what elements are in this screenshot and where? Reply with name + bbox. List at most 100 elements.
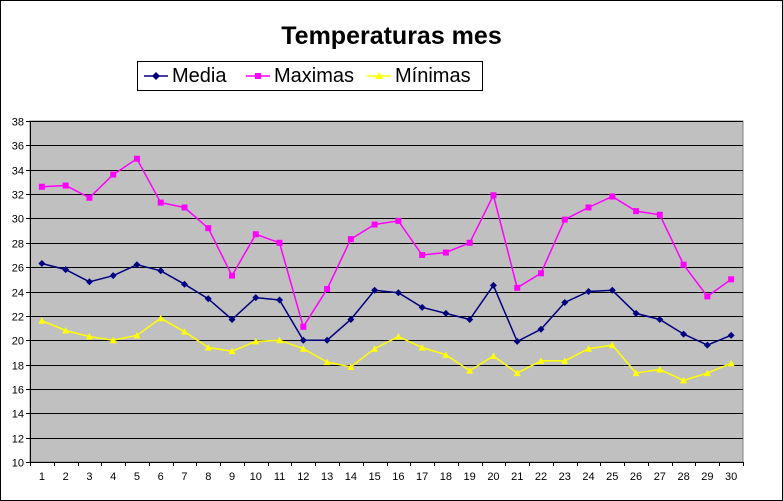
- x-tick-label: 21: [511, 471, 523, 483]
- data-point-maximas: [205, 225, 212, 232]
- legend-label-maximas: Maximas: [274, 64, 355, 87]
- x-tick-label: 15: [368, 471, 380, 483]
- data-point-minimas: [608, 341, 616, 349]
- data-point-media: [38, 259, 46, 267]
- x-tick-label: 1: [39, 471, 45, 483]
- data-point-minimas: [204, 344, 212, 351]
- data-point-maximas: [110, 171, 117, 178]
- data-point-maximas: [38, 183, 45, 190]
- data-point-minimas: [157, 314, 165, 322]
- data-point-media: [180, 280, 188, 288]
- data-point-minimas: [299, 345, 307, 352]
- y-tick-label: 12: [12, 434, 24, 446]
- data-point-maximas: [347, 236, 354, 243]
- data-point-maximas: [609, 193, 616, 200]
- x-tick-label: 26: [630, 471, 642, 483]
- data-point-maximas: [133, 155, 140, 162]
- series-line-maximas: [41, 157, 732, 329]
- data-point-maximas: [371, 221, 378, 228]
- data-point-minimas: [252, 337, 260, 345]
- y-tick-label: 34: [12, 166, 24, 178]
- data-point-media: [418, 303, 426, 311]
- y-tick-label: 28: [12, 239, 24, 251]
- data-point-media: [299, 336, 307, 344]
- data-point-maximas: [324, 286, 331, 293]
- y-tick-label: 18: [12, 361, 24, 373]
- data-point-minimas: [228, 347, 236, 355]
- legend-item-maximas: Maximas: [246, 62, 354, 90]
- y-tick-label: 20: [12, 336, 24, 348]
- x-tick-label: 18: [440, 471, 452, 483]
- x-tick-label: 25: [606, 471, 618, 483]
- data-point-maximas: [300, 323, 307, 330]
- series-line-media: [41, 262, 732, 346]
- series-line-minimas: [41, 317, 732, 382]
- data-point-minimas: [394, 333, 402, 340]
- x-tick-label: 14: [345, 471, 357, 483]
- data-point-maximas: [252, 231, 259, 238]
- data-point-minimas: [561, 357, 569, 364]
- legend-marker-media: [144, 72, 168, 80]
- data-point-maximas: [442, 249, 449, 256]
- x-tick-label: 30: [725, 471, 737, 483]
- data-point-maximas: [395, 217, 402, 224]
- data-point-media: [204, 295, 212, 303]
- data-point-media: [157, 267, 165, 275]
- data-point-maximas: [466, 239, 473, 246]
- x-tick-label: 16: [392, 471, 404, 483]
- data-point-media: [62, 266, 70, 274]
- data-point-minimas: [513, 369, 521, 377]
- y-tick-label: 24: [12, 288, 24, 300]
- x-tick-label: 17: [416, 471, 428, 483]
- data-point-minimas: [85, 333, 93, 340]
- data-point-maximas: [181, 204, 188, 211]
- data-point-minimas: [371, 345, 379, 352]
- data-point-minimas: [585, 345, 593, 352]
- x-tick-label: 29: [701, 471, 713, 483]
- x-tick-label: 24: [582, 471, 594, 483]
- data-point-maximas: [276, 239, 283, 246]
- data-point-media: [371, 286, 379, 294]
- data-point-minimas: [276, 336, 284, 344]
- data-point-media: [276, 296, 284, 304]
- y-tick-label: 22: [12, 312, 24, 324]
- legend-label-media: Media: [172, 64, 227, 87]
- legend-item-media: Media: [144, 62, 226, 90]
- y-tick-label: 32: [12, 190, 24, 202]
- data-point-media: [680, 330, 688, 338]
- chart-title: Temperaturas mes: [281, 22, 502, 50]
- data-point-maximas: [86, 194, 93, 201]
- legend-label-minimas: Mínimas: [395, 64, 471, 87]
- legend-marker-minimas: [367, 72, 391, 79]
- data-point-minimas: [656, 365, 664, 373]
- data-point-minimas: [418, 344, 426, 351]
- data-point-maximas: [490, 192, 497, 199]
- x-tick-label: 6: [158, 471, 164, 483]
- y-tick-label: 26: [12, 263, 24, 275]
- data-point-media: [228, 316, 236, 324]
- x-tick-label: 22: [535, 471, 547, 483]
- x-tick-label: 23: [559, 471, 571, 483]
- data-point-media: [608, 286, 616, 294]
- data-point-minimas: [323, 358, 331, 366]
- data-point-maximas: [704, 293, 711, 300]
- y-tick-label: 36: [12, 141, 24, 153]
- data-point-maximas: [229, 272, 236, 279]
- data-point-minimas: [347, 363, 355, 371]
- data-point-maximas: [62, 182, 69, 189]
- data-point-minimas: [727, 359, 735, 367]
- data-point-minimas: [38, 317, 46, 324]
- data-point-minimas: [466, 367, 474, 374]
- data-point-media: [252, 294, 260, 302]
- data-point-media: [466, 316, 474, 324]
- x-tick-label: 19: [464, 471, 476, 483]
- data-point-maximas: [537, 270, 544, 277]
- data-point-media: [133, 261, 141, 269]
- data-point-maximas: [561, 216, 568, 223]
- data-point-maximas: [680, 261, 687, 268]
- legend-item-minimas: Mínimas: [367, 62, 471, 90]
- data-point-media: [323, 336, 331, 344]
- legend: Media Maximas Mínimas: [137, 61, 483, 91]
- data-point-minimas: [133, 331, 141, 339]
